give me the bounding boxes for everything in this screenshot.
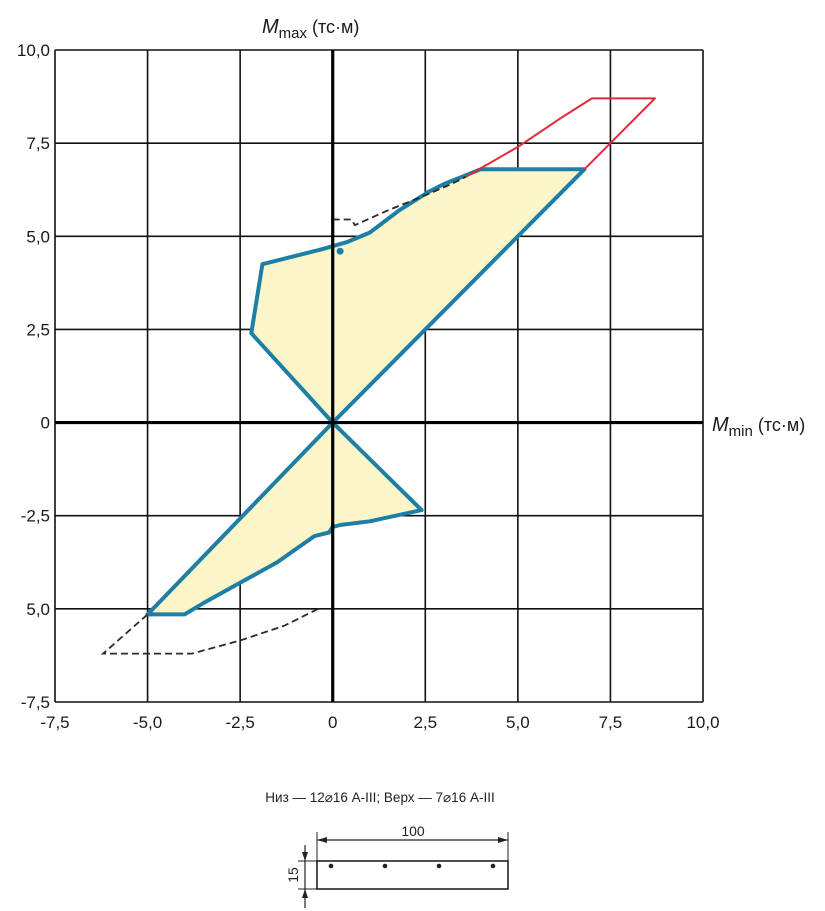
height-label: 15	[285, 867, 301, 883]
width-arrow-right	[498, 837, 508, 843]
rebar-dot	[328, 863, 334, 869]
y-tick-label: 5,0	[26, 227, 50, 246]
tick-labels: -7,5 -5,0 -2,5 0 2,5 5,0 7,5 10,0 -7,5 5,0 -2,5 0 2,…	[17, 41, 720, 732]
y-tick-label: -7,5	[21, 693, 50, 712]
dashed-boundary-line	[100, 608, 319, 655]
x-tick-label: 7,5	[599, 713, 623, 732]
y-tick-label: 2,5	[26, 320, 50, 339]
rebar-dot	[382, 863, 388, 869]
height-arrow-top	[302, 852, 308, 861]
y-tick-label: 10,0	[17, 41, 50, 60]
extension-line	[465, 97, 656, 178]
y-tick-label: 0	[41, 414, 50, 433]
rebar-dot	[490, 863, 496, 869]
data-point-marker	[336, 247, 344, 255]
width-label: 100	[401, 823, 425, 839]
y-tick-label: -2,5	[21, 507, 50, 526]
x-tick-label: -2,5	[225, 713, 254, 732]
width-arrow-left	[317, 837, 327, 843]
x-tick-label: -7,5	[40, 713, 69, 732]
x-tick-label: 2,5	[413, 713, 437, 732]
x-tick-label: 10,0	[686, 713, 719, 732]
rebar-dot	[436, 863, 442, 869]
x-tick-label: 0	[328, 713, 337, 732]
reinforcement-caption: Низ — 12⌀16 А-III; Верх — 7⌀16 А-III	[265, 790, 494, 805]
x-axis-title: Mmin (тс·м)	[712, 414, 805, 440]
x-tick-label: 5,0	[506, 713, 530, 732]
section-outline	[316, 860, 509, 890]
dashed-boundary-line	[332, 175, 467, 227]
y-tick-label: 7,5	[26, 134, 50, 153]
main-axes	[55, 50, 703, 702]
series-layer	[100, 97, 656, 655]
height-arrow-bottom	[302, 889, 308, 898]
x-tick-label: -5,0	[133, 713, 162, 732]
y-tick-label: 5,0	[26, 600, 50, 619]
y-axis-title: Mmax (тс·м)	[262, 16, 359, 42]
cross-section: 100 15	[285, 823, 509, 908]
